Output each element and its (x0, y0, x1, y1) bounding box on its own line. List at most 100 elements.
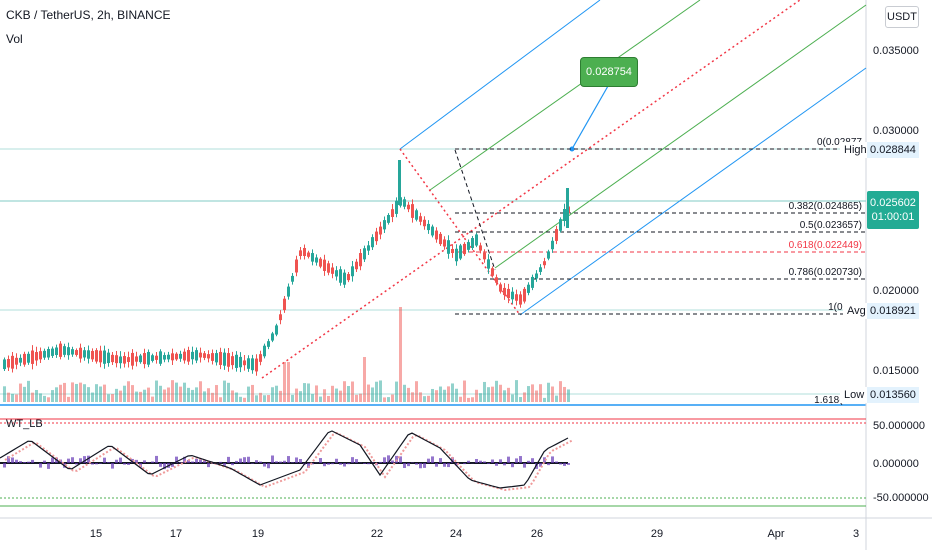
volume-bar (551, 386, 554, 402)
time-tick-label: 29 (651, 528, 663, 540)
low-value-tag: 0.013560 (867, 387, 919, 403)
candle-body (95, 350, 98, 361)
volume-bar (151, 397, 154, 402)
candle-body (131, 353, 134, 366)
wt-histogram-bar (119, 458, 122, 463)
candle-body (323, 260, 326, 271)
volume-bar (19, 384, 22, 402)
wt-histogram-bar (491, 460, 494, 463)
candle-body (459, 245, 462, 258)
candle-body (63, 346, 66, 355)
candle-body (499, 284, 502, 291)
volume-bar (275, 386, 278, 402)
wt-histogram-bar (495, 463, 498, 466)
volume-bar (307, 383, 310, 402)
low-label: Low (840, 389, 868, 401)
wt-histogram-bar (47, 463, 50, 469)
candle-body (91, 351, 94, 359)
candle-body (455, 249, 458, 261)
candle-body (343, 273, 346, 285)
wt-histogram-bar (295, 457, 298, 463)
volume-bar (347, 386, 350, 402)
volume-bar (355, 395, 358, 402)
volume-bar (339, 391, 342, 402)
candle-body (271, 333, 274, 340)
candle-body (507, 289, 510, 298)
price-callout[interactable]: 0.028754 (580, 57, 638, 87)
wt-histogram-bar (263, 463, 266, 467)
wt-histogram-bar (335, 459, 338, 463)
candle-body (311, 253, 314, 262)
wt-histogram-bar (219, 462, 222, 463)
wt-histogram-bar (159, 463, 162, 467)
volume-bar (119, 391, 122, 402)
wt-histogram-bar (271, 455, 274, 463)
volume-bar (471, 397, 474, 402)
volume-bar (431, 389, 434, 402)
wt-histogram-bar (275, 461, 278, 463)
candle-body (219, 352, 222, 365)
volume-label: Vol (6, 32, 23, 46)
price-tick-label: 0.020000 (873, 285, 919, 297)
candle-body (103, 351, 106, 364)
volume-bar (271, 387, 274, 402)
wt-histogram-bar (155, 456, 158, 463)
high-value-tag: 0.028844 (867, 142, 919, 158)
volume-bar (387, 397, 390, 402)
candle-body (127, 357, 130, 362)
candle-body (299, 250, 302, 256)
volume-bar (327, 396, 330, 402)
candle-body (187, 350, 190, 362)
volume-bar (171, 380, 174, 402)
wt-histogram-bar (283, 461, 286, 463)
time-tick-label: 24 (450, 528, 462, 540)
volume-bar (319, 397, 322, 402)
time-tick-label: 22 (371, 528, 383, 540)
candle-body (47, 349, 50, 357)
candle-body (515, 294, 518, 301)
candle-body (391, 209, 394, 217)
volume-bar (399, 307, 402, 402)
candle-body (231, 356, 234, 365)
candle-body (15, 358, 18, 365)
wt-histogram-bar (39, 463, 42, 468)
wt-histogram-bar (483, 461, 486, 463)
volume-bar (519, 397, 522, 402)
wt-histogram-bar (127, 463, 130, 465)
candle-body (83, 350, 86, 357)
candle-body (451, 249, 454, 253)
volume-bar (27, 381, 30, 402)
volume-bar (167, 387, 170, 402)
wt-histogram-bar (547, 463, 550, 465)
candle-body (259, 354, 262, 362)
wt-histogram-bar (563, 463, 566, 466)
time-tick-label: 26 (531, 528, 543, 540)
volume-bar (467, 398, 470, 402)
wt-histogram-bar (467, 461, 470, 463)
volume-bar (407, 388, 410, 402)
candle-body (483, 253, 486, 260)
candle-body (283, 299, 286, 310)
candle-body (211, 353, 214, 361)
candle-body (195, 350, 198, 360)
candle-body (395, 201, 398, 214)
volume-bar (323, 389, 326, 402)
volume-bar (459, 397, 462, 402)
candle-body (67, 347, 70, 355)
candle-body (511, 292, 514, 300)
candle-body (367, 245, 370, 250)
wt-histogram-bar (287, 456, 290, 463)
wt-histogram-bar (507, 457, 510, 463)
wt-histogram-bar (515, 458, 518, 463)
fib-level-label: 0.618(0.022449) (789, 240, 862, 251)
volume-bar (435, 390, 438, 402)
currency-unit-button[interactable]: USDT (885, 6, 919, 28)
candle-body (7, 359, 10, 367)
wt-histogram-bar (279, 462, 282, 463)
volume-bar (159, 386, 162, 402)
candle-body (287, 287, 290, 297)
volume-bar (67, 397, 70, 402)
wt-histogram-bar (443, 463, 446, 467)
